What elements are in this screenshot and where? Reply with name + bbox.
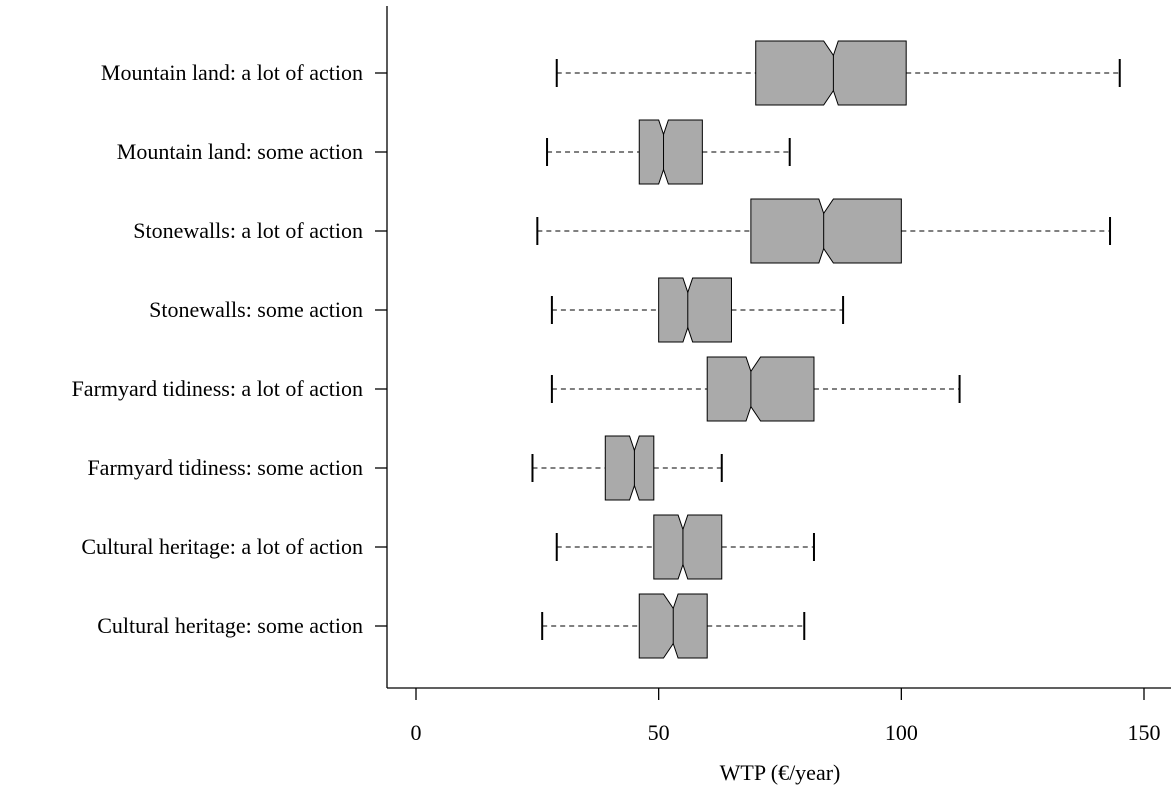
box-row — [541, 593, 806, 659]
box-row — [546, 119, 791, 185]
category-label: Farmyard tidiness: a lot of action — [72, 376, 363, 401]
box-row — [555, 514, 815, 580]
category-label: Mountain land: a lot of action — [101, 60, 363, 85]
category-label: Cultural heritage: some action — [97, 613, 363, 638]
category-label: Cultural heritage: a lot of action — [81, 534, 363, 559]
category-label: Stonewalls: a lot of action — [133, 218, 363, 243]
notched-box — [706, 356, 815, 422]
category-label: Mountain land: some action — [117, 139, 363, 164]
axes: 0 50 100 150 Mountain land: a lot of action M… — [72, 6, 1171, 745]
notched-box — [638, 119, 703, 185]
notched-box — [604, 435, 655, 501]
x-tick-label: 50 — [648, 720, 670, 745]
notched-box — [653, 514, 723, 580]
category-label: Stonewalls: some action — [149, 297, 363, 322]
x-tick-label: 0 — [411, 720, 422, 745]
x-tick-label: 150 — [1128, 720, 1161, 745]
category-label: Farmyard tidiness: some action — [87, 455, 363, 480]
box-row — [550, 277, 845, 343]
box-row — [536, 198, 1112, 264]
x-axis-label: WTP (€/year) — [720, 760, 841, 785]
notched-box — [750, 198, 902, 264]
notched-box — [755, 40, 907, 106]
boxes-layer — [531, 40, 1121, 659]
notched-box — [658, 277, 732, 343]
x-tick-label: 100 — [885, 720, 918, 745]
box-row — [555, 40, 1121, 106]
box-row — [531, 435, 723, 501]
box-row — [550, 356, 961, 422]
